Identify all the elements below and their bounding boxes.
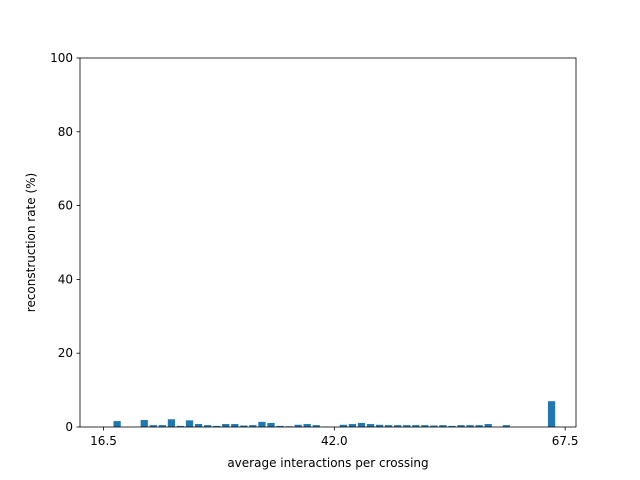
bar xyxy=(240,425,248,427)
bar xyxy=(194,424,203,427)
y-tick-label: 0 xyxy=(65,420,73,434)
bar xyxy=(176,425,185,427)
y-tick-label: 20 xyxy=(58,346,73,360)
x-tick-label: 67.5 xyxy=(552,434,579,448)
y-tick-label: 40 xyxy=(58,272,73,286)
x-axis-label: average interactions per crossing xyxy=(227,456,428,470)
bar xyxy=(167,419,176,427)
bar xyxy=(457,425,465,427)
bar xyxy=(502,425,510,427)
bar xyxy=(158,425,166,427)
x-tick-label: 16.5 xyxy=(90,434,117,448)
bar xyxy=(276,425,284,427)
bar xyxy=(303,424,311,427)
bar xyxy=(213,425,221,427)
y-tick-label: 60 xyxy=(58,199,73,213)
bar xyxy=(231,424,239,427)
y-tick-label: 100 xyxy=(50,51,73,65)
bar xyxy=(204,425,212,427)
bar xyxy=(357,422,366,427)
bar xyxy=(412,425,420,427)
bar xyxy=(249,425,257,427)
bar xyxy=(484,424,492,427)
bar xyxy=(385,425,393,427)
bar xyxy=(185,420,194,427)
bar xyxy=(267,422,275,427)
bar xyxy=(475,425,483,427)
bar xyxy=(113,421,121,427)
bar xyxy=(394,425,402,427)
bar-series xyxy=(113,401,556,427)
y-tick-label: 80 xyxy=(58,125,73,139)
bar xyxy=(439,425,447,427)
bar xyxy=(430,425,438,427)
bar xyxy=(222,424,230,427)
bar xyxy=(258,421,266,427)
bar xyxy=(403,425,411,427)
bar xyxy=(149,425,157,427)
bar xyxy=(339,424,348,427)
bar xyxy=(466,425,474,427)
y-axis-label: reconstruction rate (%) xyxy=(24,173,38,312)
bar xyxy=(348,424,357,427)
plot-area xyxy=(80,58,576,427)
bar xyxy=(140,419,148,427)
bar xyxy=(421,425,429,427)
bar xyxy=(448,425,456,427)
y-axis: 0 20 40 60 80 100 xyxy=(50,51,80,434)
bar xyxy=(294,424,302,427)
bar xyxy=(375,424,384,427)
x-tick-label: 42.0 xyxy=(321,434,348,448)
x-axis: 16.5 42.0 67.5 xyxy=(90,427,578,448)
bar xyxy=(547,401,556,427)
bar xyxy=(366,424,375,427)
plot-frame xyxy=(79,57,577,428)
bar xyxy=(312,425,320,427)
